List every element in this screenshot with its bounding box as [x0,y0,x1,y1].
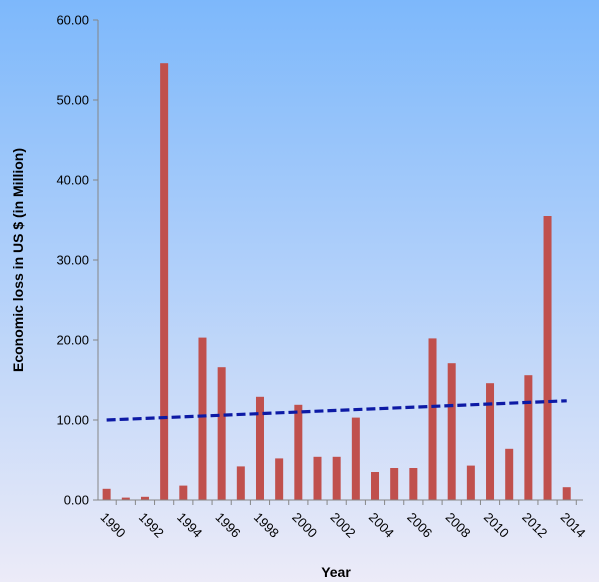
axes-layer [93,19,583,505]
bar-1993 [160,63,169,500]
bar-1990 [102,488,111,500]
bar-2009 [466,465,475,500]
y-tick-label: 20.00 [56,333,89,348]
y-tick-label: 40.00 [56,173,89,188]
bar-2002 [332,456,341,500]
y-tick-label: 10.00 [56,413,89,428]
y-axis-title: Economic loss in US $ (in Million) [10,148,26,372]
bar-2001 [313,456,322,500]
bar-2004 [371,472,380,500]
bar-1998 [255,396,264,500]
bars-layer [102,63,571,500]
trendline [106,399,567,422]
bar-1991 [121,497,130,500]
bar-1995 [198,337,207,500]
bar-2013 [543,216,552,500]
y-tick-label: 30.00 [56,253,89,268]
y-tick-label: 50.00 [56,93,89,108]
bar-1996 [217,367,226,500]
y-tick-label: 0.00 [64,493,89,508]
bar-2007 [428,338,437,500]
bar-2008 [447,363,456,500]
trendline-layer [106,399,567,422]
bar-2003 [351,417,360,500]
bar-2012 [524,375,533,500]
y-tick-label: 60.00 [56,13,89,28]
bar-2005 [390,468,399,500]
bar-2014 [562,487,571,500]
bar-1999 [275,458,284,500]
bar-2000 [294,404,303,500]
bar-1992 [140,496,149,500]
bar-1997 [236,466,245,500]
bar-2006 [409,468,418,500]
x-axis-title: Year [321,564,351,580]
bar-1994 [179,485,188,500]
bar-2010 [486,383,495,500]
bar-2011 [505,448,514,500]
